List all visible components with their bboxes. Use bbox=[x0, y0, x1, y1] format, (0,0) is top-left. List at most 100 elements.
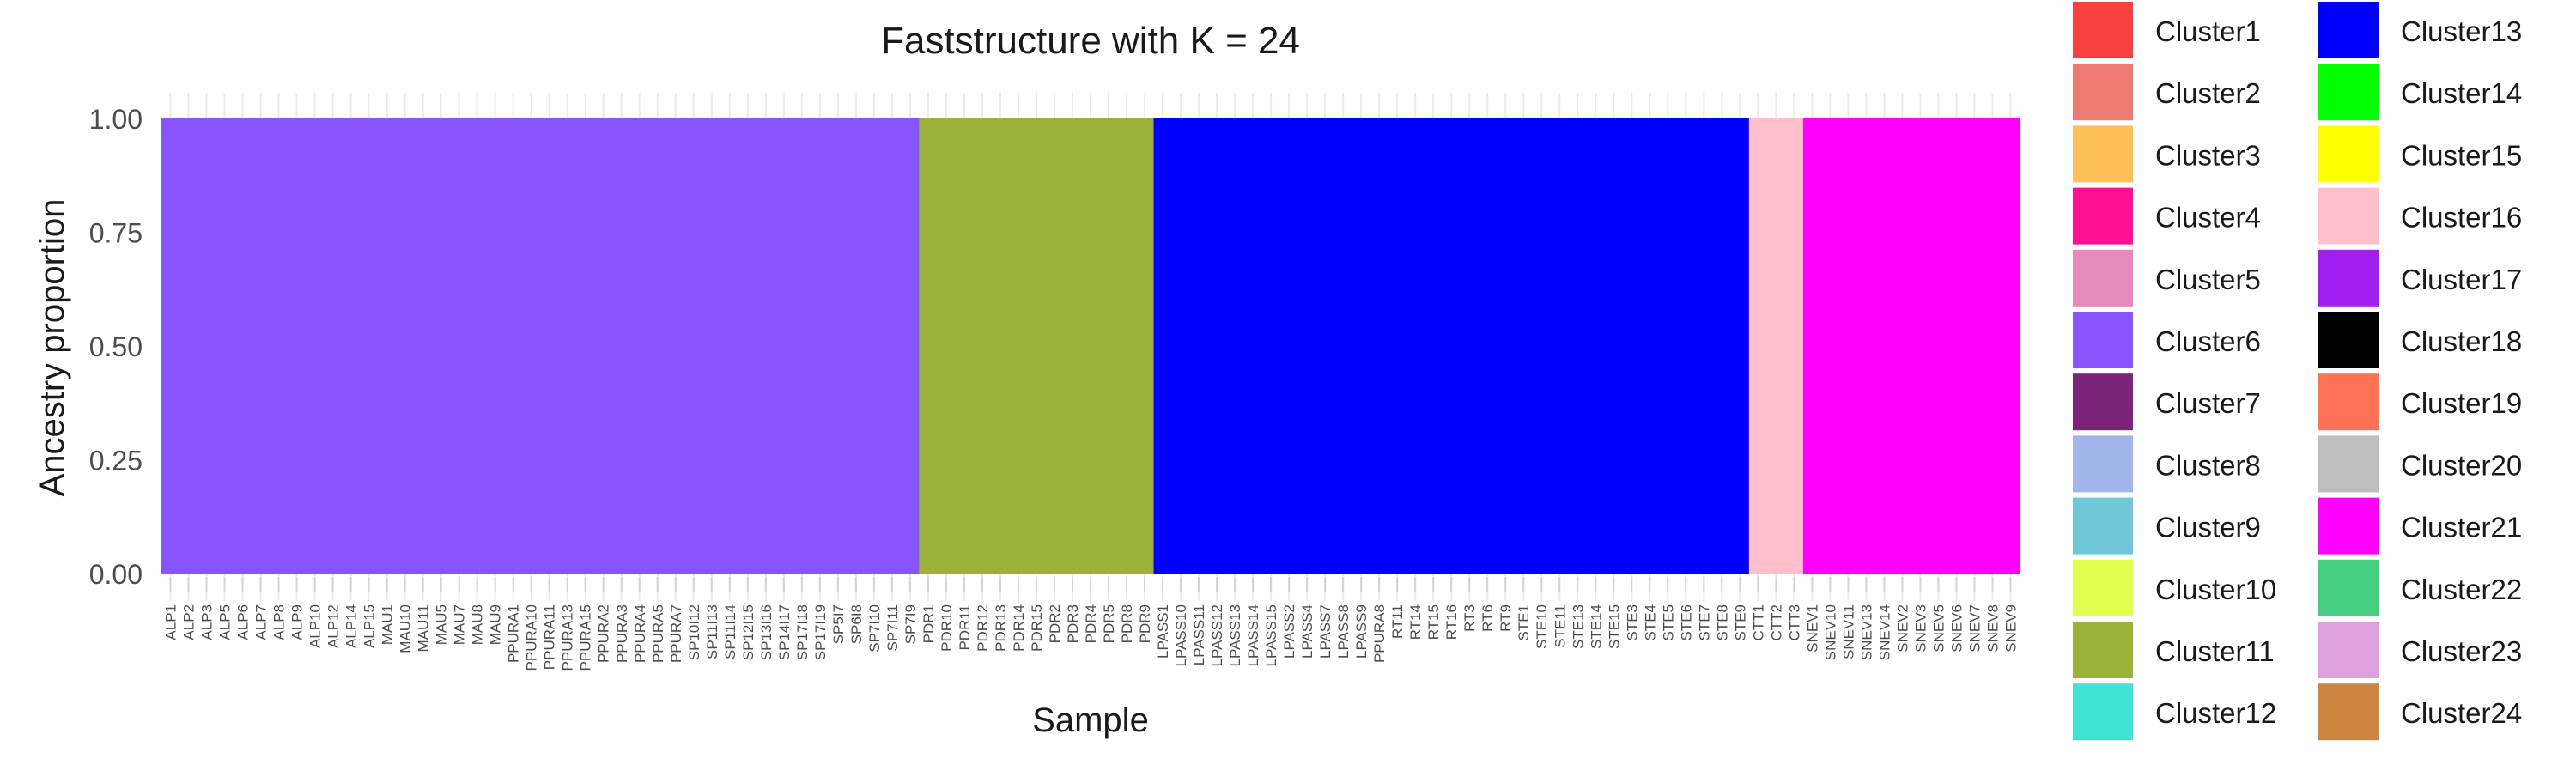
x-tick-label: ALP12 bbox=[325, 604, 342, 648]
x-tick-label: MAU11 bbox=[416, 604, 432, 652]
x-tick-label: PPURA4 bbox=[632, 604, 648, 663]
x-tick-label: SP6I8 bbox=[848, 604, 865, 644]
legend-label: Cluster2 bbox=[2155, 77, 2261, 109]
legend-swatch bbox=[2318, 435, 2379, 493]
x-tick-label: RT15 bbox=[1425, 604, 1442, 640]
bar-LPASS10 bbox=[1171, 118, 1191, 574]
y-tick-label: 0.25 bbox=[89, 446, 143, 477]
x-tick-label: SP12I15 bbox=[740, 604, 756, 660]
x-tick-label: SP7I11 bbox=[884, 604, 901, 652]
y-tick-labels: 0.00 0.25 0.50 0.75 1.00 bbox=[89, 104, 143, 590]
x-tick-label: ALP5 bbox=[217, 604, 234, 640]
bar-ALP5 bbox=[216, 118, 234, 574]
bar-PPURA8 bbox=[1370, 118, 1389, 574]
x-tick-label: PDR11 bbox=[957, 604, 973, 651]
bar-MAU9 bbox=[486, 118, 505, 574]
x-tick-label: SNEV1 bbox=[1804, 604, 1820, 653]
bar-STE7 bbox=[1694, 118, 1714, 574]
x-tick-label: PPURA2 bbox=[596, 604, 612, 663]
legend-swatch bbox=[2073, 125, 2133, 183]
x-tick-label: SP10I12 bbox=[686, 604, 702, 660]
legend-swatch bbox=[2318, 125, 2379, 183]
legend-swatch bbox=[2073, 249, 2133, 307]
legend-label: Cluster5 bbox=[2155, 264, 2261, 295]
legend-swatch bbox=[2318, 64, 2379, 121]
bar-RT15 bbox=[1424, 118, 1443, 574]
legend-swatch bbox=[2318, 683, 2379, 741]
bar-STE11 bbox=[1550, 118, 1570, 574]
legend-swatch bbox=[2318, 312, 2379, 368]
legend-label: Cluster6 bbox=[2155, 325, 2261, 357]
bar-STE15 bbox=[1604, 118, 1624, 574]
chart-title: Faststructure with K = 24 bbox=[881, 20, 1300, 62]
legend-label: Cluster21 bbox=[2401, 512, 2522, 543]
bar-PDR1 bbox=[919, 118, 939, 574]
bar-ALP9 bbox=[288, 118, 307, 574]
bar-SP10I12 bbox=[684, 118, 703, 574]
x-tick-label: RT3 bbox=[1461, 604, 1478, 632]
bar-LPASS15 bbox=[1261, 118, 1281, 574]
x-tick-label: SNEV13 bbox=[1858, 604, 1874, 660]
x-axis-label: Sample bbox=[1032, 701, 1149, 739]
bar-PDR13 bbox=[991, 118, 1011, 574]
x-tick-label: CTT3 bbox=[1786, 604, 1802, 641]
bar-SP12I15 bbox=[738, 118, 757, 574]
bar-SNEV11 bbox=[1838, 118, 1858, 574]
legend-label: Cluster9 bbox=[2155, 512, 2261, 543]
legend-label: Cluster18 bbox=[2401, 325, 2522, 357]
legend-swatch bbox=[2073, 683, 2133, 741]
x-tick-label: SNEV14 bbox=[1876, 604, 1893, 660]
legend-swatch bbox=[2073, 497, 2133, 555]
bar-STE9 bbox=[1730, 118, 1750, 574]
bar-LPASS14 bbox=[1243, 118, 1263, 574]
x-tick-label: LPASS4 bbox=[1299, 604, 1315, 659]
legend-label: Cluster22 bbox=[2401, 574, 2522, 605]
bar-PDR2 bbox=[1045, 118, 1065, 574]
x-tick-label: LPASS12 bbox=[1209, 604, 1225, 666]
bar-PDR3 bbox=[1063, 118, 1083, 574]
legend-label: Cluster10 bbox=[2155, 574, 2276, 605]
bar-MAU1 bbox=[378, 118, 397, 574]
x-tick-label: RT16 bbox=[1443, 604, 1460, 640]
bar-CTT2 bbox=[1766, 118, 1786, 574]
bar-RT11 bbox=[1388, 118, 1407, 574]
legend-label: Cluster24 bbox=[2401, 697, 2522, 729]
bar-PPURA1 bbox=[504, 118, 523, 574]
legend-swatch bbox=[2318, 373, 2379, 431]
x-tick-label: SP17I18 bbox=[794, 604, 811, 660]
y-tick-label: 1.00 bbox=[89, 104, 143, 135]
x-tick-label: CTT2 bbox=[1768, 604, 1784, 641]
x-tick-label: LPASS10 bbox=[1173, 604, 1189, 666]
bar-PPURA11 bbox=[540, 118, 559, 574]
bar-RT9 bbox=[1496, 118, 1516, 574]
x-tick-label: LPASS1 bbox=[1155, 604, 1171, 659]
x-tick-label: PDR13 bbox=[993, 604, 1009, 652]
bar-SP14I17 bbox=[775, 118, 793, 574]
bar-SNEV6 bbox=[1947, 118, 1966, 574]
bar-ALP3 bbox=[197, 118, 216, 574]
x-tick-label: ALP8 bbox=[271, 604, 288, 640]
legend-label: Cluster17 bbox=[2401, 264, 2522, 295]
x-tick-label: LPASS8 bbox=[1335, 604, 1352, 659]
x-tick-label: ALP2 bbox=[181, 604, 197, 640]
legend-swatch bbox=[2073, 622, 2133, 678]
bar-ALP6 bbox=[234, 118, 252, 574]
x-tick-label: PDR10 bbox=[939, 604, 955, 652]
x-tick-label: PDR12 bbox=[975, 604, 991, 652]
x-tick-label: RT11 bbox=[1389, 604, 1406, 639]
legend-label: Cluster14 bbox=[2401, 77, 2522, 109]
bar-SP11I14 bbox=[720, 118, 739, 574]
bar-PPURA10 bbox=[522, 118, 541, 574]
x-tick-label: SP5I7 bbox=[830, 604, 847, 644]
legend: Cluster1 Cluster2 Cluster3 Cluster4 Cluster5… bbox=[2073, 2, 2522, 741]
bar-MAU7 bbox=[450, 118, 469, 574]
bar-STE13 bbox=[1568, 118, 1588, 574]
bar-SNEV13 bbox=[1856, 118, 1876, 574]
bar-LPASS9 bbox=[1352, 118, 1371, 574]
legend-swatch bbox=[2318, 497, 2379, 555]
bar-PPURA4 bbox=[630, 118, 649, 574]
bar-SNEV10 bbox=[1820, 118, 1840, 574]
bar-SNEV14 bbox=[1874, 118, 1894, 574]
x-tick-label: STE10 bbox=[1534, 604, 1550, 649]
x-tick-label: SNEV3 bbox=[1912, 604, 1929, 653]
